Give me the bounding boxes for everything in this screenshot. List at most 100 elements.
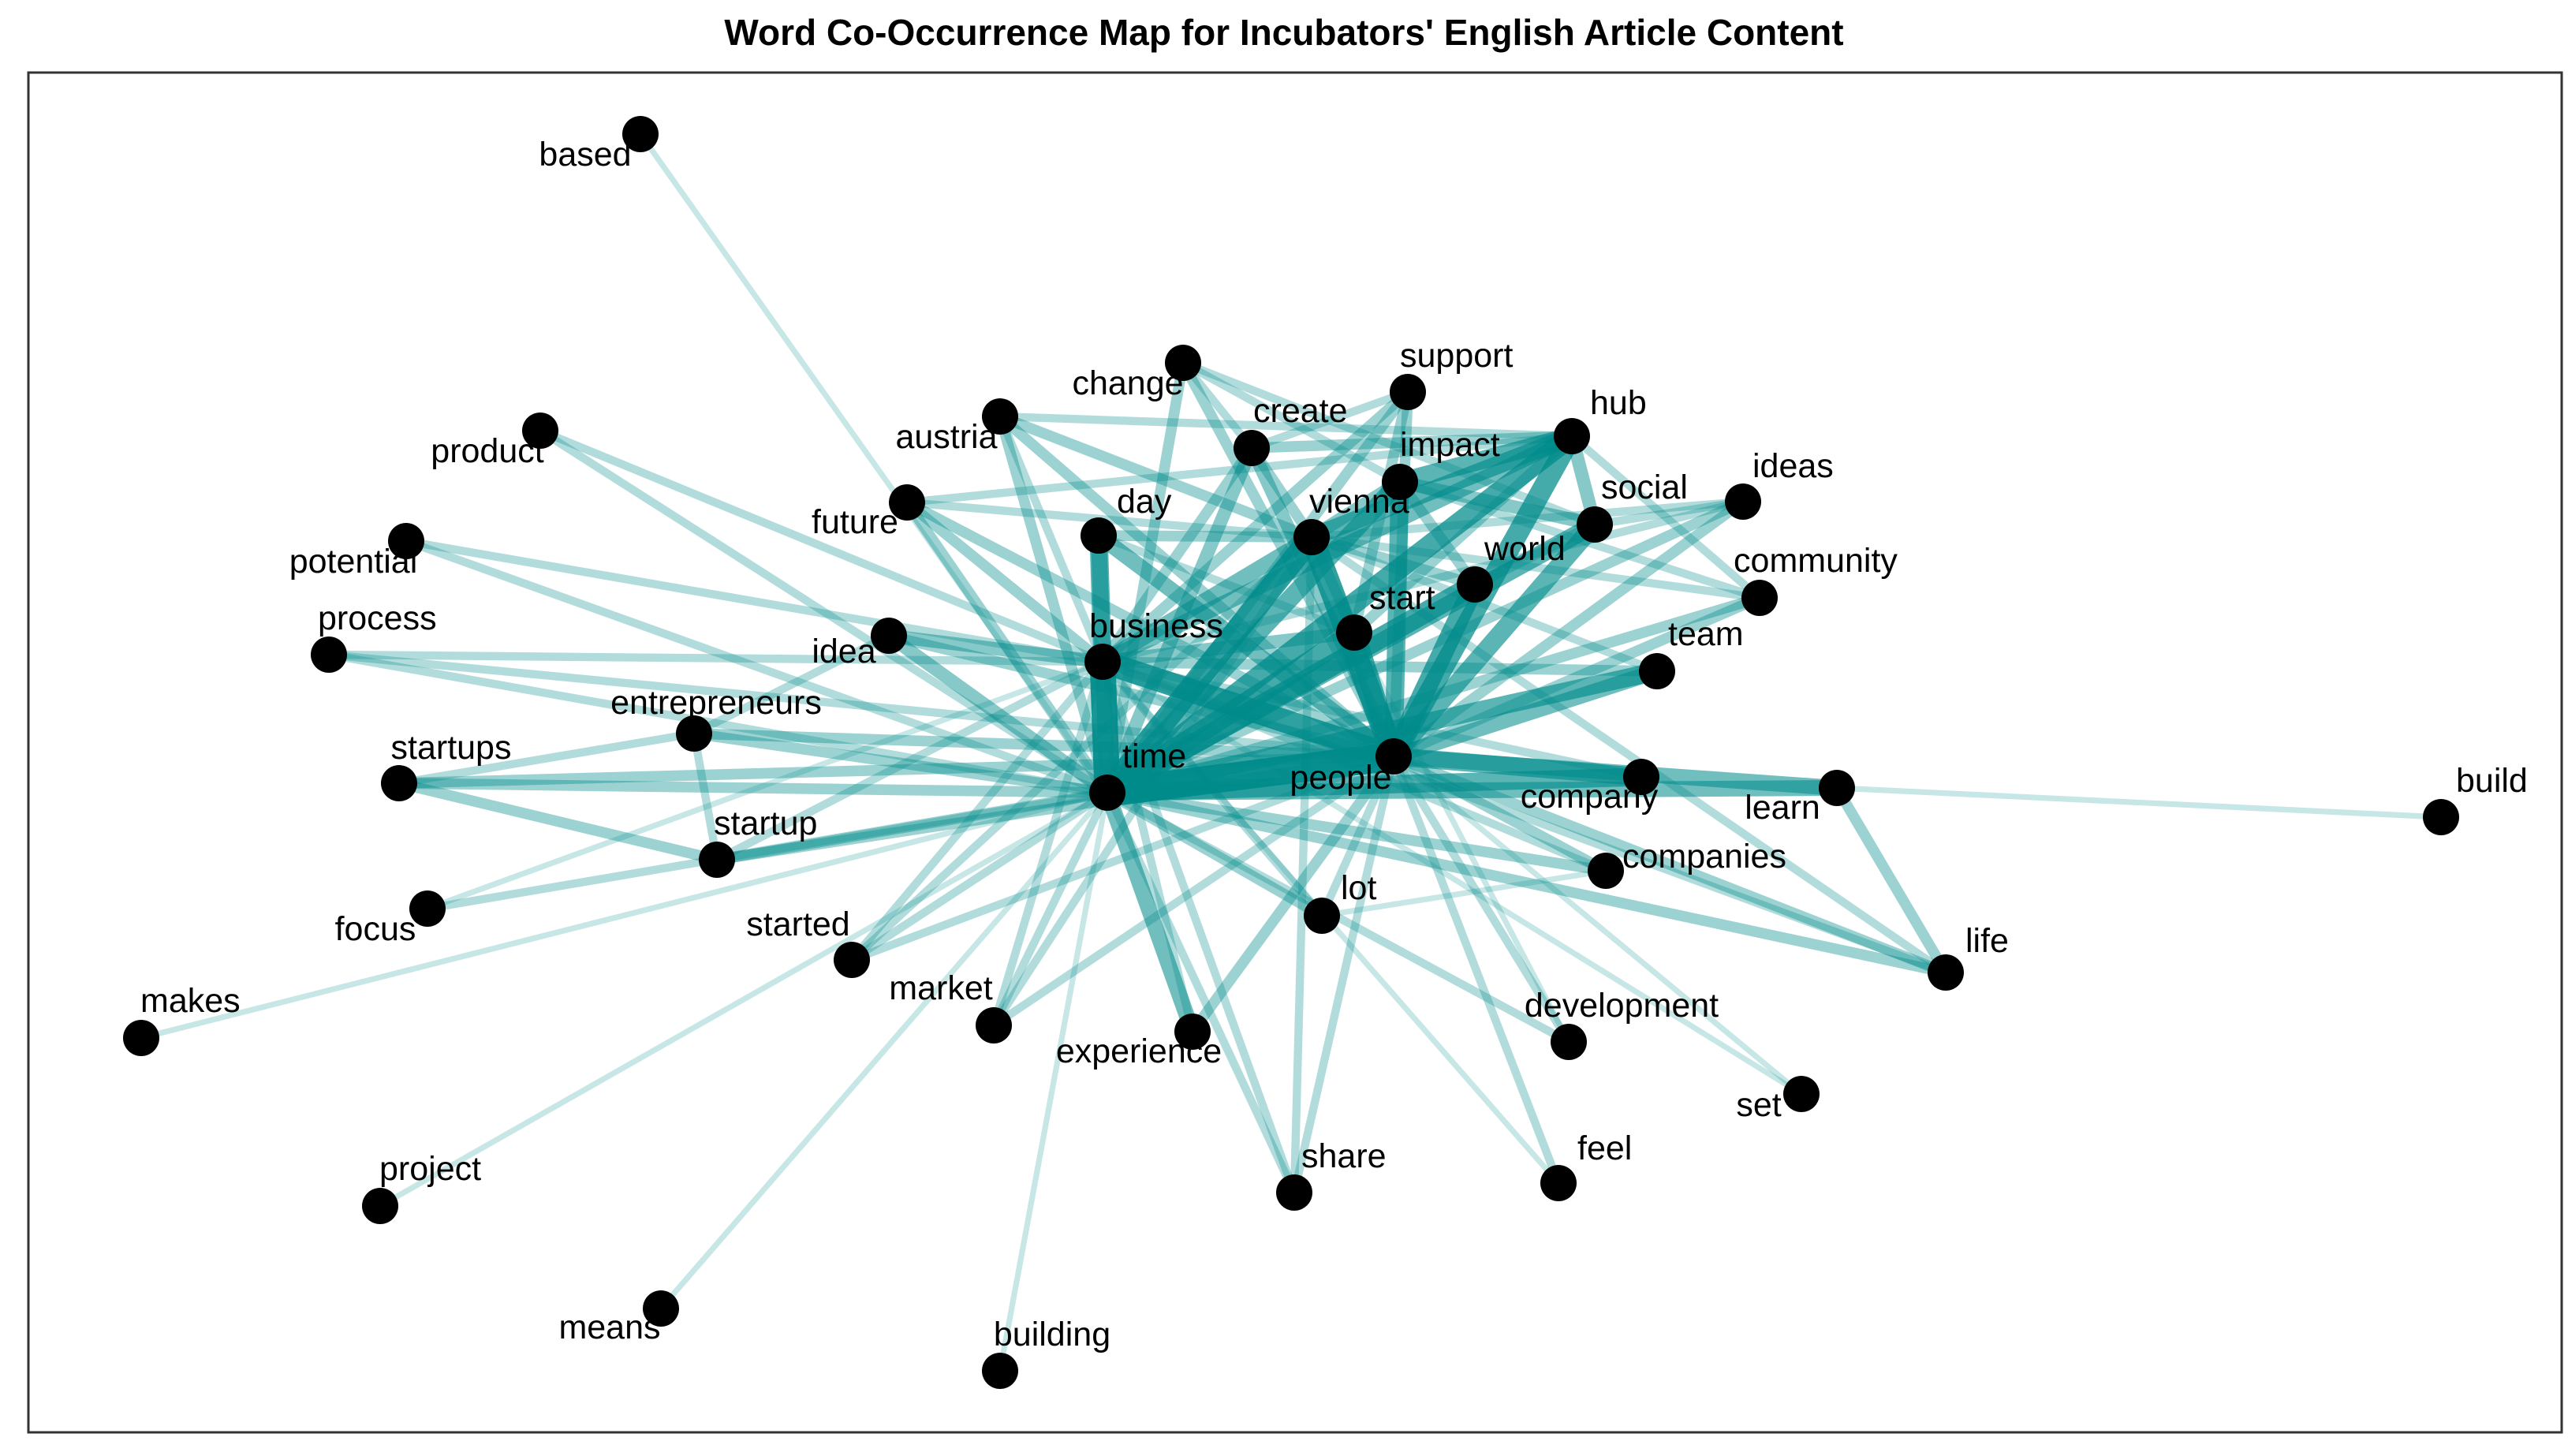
edge-companies-business xyxy=(1098,657,1611,875)
edge-change-impact xyxy=(1178,358,1405,487)
edge-people-process xyxy=(324,650,1398,761)
edge-business-start xyxy=(1096,625,1361,669)
edge-time-create xyxy=(1100,441,1259,800)
node-label-feel: feel xyxy=(1577,1129,1632,1167)
edge-time-building xyxy=(997,790,1110,1374)
node-label-future: future xyxy=(812,503,898,541)
edge-time-change xyxy=(1102,357,1189,798)
node-label-team: team xyxy=(1668,615,1744,653)
node-label-market: market xyxy=(889,969,992,1007)
node-label-building: building xyxy=(994,1316,1110,1353)
node-label-means: means xyxy=(558,1309,660,1346)
edge-people-support xyxy=(1388,386,1413,762)
node-austria xyxy=(982,398,1018,435)
plot-frame xyxy=(27,71,2563,1434)
node-label-development: development xyxy=(1525,987,1719,1025)
node-label-company: company xyxy=(1521,778,1659,816)
edge-community-hub xyxy=(1567,431,1764,603)
edge-startups-startup xyxy=(394,778,722,865)
node-life xyxy=(1928,954,1964,991)
edge-experience-business xyxy=(1098,657,1197,1036)
node-change xyxy=(1165,345,1201,381)
node-label-idea: idea xyxy=(812,633,875,670)
node-label-lot: lot xyxy=(1341,869,1376,907)
edge-support-start xyxy=(1349,386,1413,638)
edge-learn-life xyxy=(1831,782,1951,978)
edge-time-support xyxy=(1102,386,1413,798)
node-label-experience: experience xyxy=(1056,1032,1222,1070)
node-start xyxy=(1336,614,1372,651)
edge-ideas-vienna xyxy=(1307,497,1748,542)
node-label-share: share xyxy=(1301,1137,1387,1175)
edge-time-learn xyxy=(1099,780,1845,801)
node-startup xyxy=(699,842,735,878)
edge-life-business xyxy=(1098,657,1950,977)
edge-time-based xyxy=(637,131,1110,796)
edge-time-potential xyxy=(401,536,1112,797)
node-makes xyxy=(123,1020,159,1056)
edge-people-startup xyxy=(711,751,1399,865)
node-startups xyxy=(381,765,417,801)
node-label-build: build xyxy=(2456,762,2528,800)
node-started xyxy=(834,942,870,978)
edge-austria-vienna xyxy=(995,411,1317,543)
edge-people-life xyxy=(1388,751,1951,978)
node-focus xyxy=(409,890,446,927)
node-business xyxy=(1084,644,1121,680)
edge-people-team xyxy=(1386,663,1665,764)
node-label-world: world xyxy=(1484,530,1566,568)
node-label-people: people xyxy=(1290,759,1391,797)
node-label-support: support xyxy=(1400,337,1513,375)
node-label-process: process xyxy=(318,599,437,637)
edge-started-vienna xyxy=(847,532,1316,965)
edge-austria-business xyxy=(995,412,1107,666)
node-set xyxy=(1783,1076,1820,1112)
node-label-impact: impact xyxy=(1400,426,1500,464)
node-time xyxy=(1089,775,1125,811)
edge-market-vienna xyxy=(989,532,1316,1030)
node-means xyxy=(643,1290,679,1327)
node-development xyxy=(1551,1024,1587,1060)
node-entrepreneurs xyxy=(676,715,712,752)
node-label-startup: startup xyxy=(714,805,817,842)
edge-people-startups xyxy=(394,751,1399,789)
node-people xyxy=(1375,738,1412,775)
edge-time-idea xyxy=(882,629,1114,800)
edge-business-hub xyxy=(1095,428,1580,670)
node-label-startups: startups xyxy=(391,729,512,767)
edge-people-day xyxy=(1091,528,1402,764)
node-impact xyxy=(1382,464,1418,500)
node-create xyxy=(1234,430,1270,466)
node-label-potential: potential xyxy=(289,543,418,581)
edge-world-vienna xyxy=(1306,532,1480,590)
node-process xyxy=(311,637,347,673)
node-build xyxy=(2423,799,2459,835)
edge-ideas-business xyxy=(1098,497,1748,666)
edge-world-social xyxy=(1469,519,1600,590)
node-ideas xyxy=(1725,483,1761,520)
node-label-create: create xyxy=(1253,392,1348,430)
edge-lot-business xyxy=(1098,657,1327,920)
node-label-started: started xyxy=(746,905,849,943)
node-team xyxy=(1639,653,1675,689)
node-future xyxy=(889,484,925,521)
node-experience xyxy=(1174,1014,1211,1050)
node-hub xyxy=(1554,418,1590,454)
edge-people-experience xyxy=(1187,751,1399,1037)
edge-people-learn xyxy=(1386,749,1845,796)
edge-business-day xyxy=(1089,526,1112,671)
edge-social-impact xyxy=(1393,475,1602,532)
edge-people-future xyxy=(901,497,1399,762)
edge-people-development xyxy=(1389,752,1573,1047)
node-feel xyxy=(1540,1165,1577,1201)
node-project xyxy=(362,1188,398,1224)
edge-process-business xyxy=(324,650,1107,666)
node-layer xyxy=(123,116,2459,1389)
edge-time-companies xyxy=(1102,787,1611,876)
edge-day-vienna xyxy=(1093,530,1317,543)
node-company xyxy=(1623,759,1659,795)
edge-austria-hub xyxy=(995,412,1577,441)
edge-time-entrepreneurs xyxy=(689,728,1113,798)
node-label-hub: hub xyxy=(1590,384,1647,422)
